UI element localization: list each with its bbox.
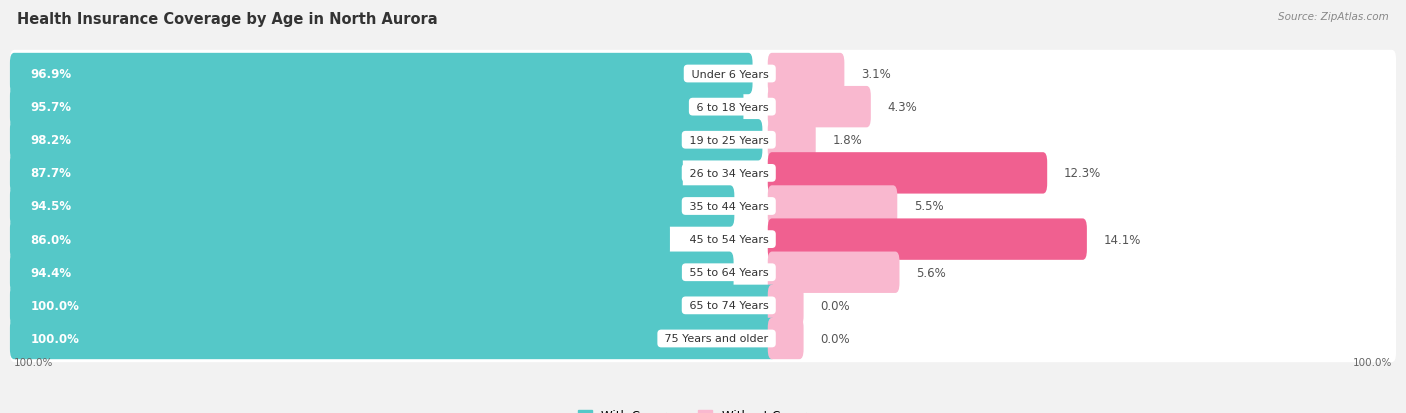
FancyBboxPatch shape xyxy=(768,120,815,161)
FancyBboxPatch shape xyxy=(10,216,1396,263)
FancyBboxPatch shape xyxy=(10,153,683,194)
FancyBboxPatch shape xyxy=(768,54,845,95)
Text: 96.9%: 96.9% xyxy=(31,68,72,81)
Text: 86.0%: 86.0% xyxy=(31,233,72,246)
Text: 5.6%: 5.6% xyxy=(917,266,946,279)
Text: 87.7%: 87.7% xyxy=(31,167,72,180)
FancyBboxPatch shape xyxy=(10,318,776,359)
Text: 26 to 34 Years: 26 to 34 Years xyxy=(686,169,772,178)
Text: Source: ZipAtlas.com: Source: ZipAtlas.com xyxy=(1278,12,1389,22)
FancyBboxPatch shape xyxy=(768,285,804,326)
FancyBboxPatch shape xyxy=(10,285,776,326)
FancyBboxPatch shape xyxy=(768,318,804,359)
FancyBboxPatch shape xyxy=(10,249,1396,296)
FancyBboxPatch shape xyxy=(10,51,1396,98)
FancyBboxPatch shape xyxy=(10,282,1396,329)
Text: 0.0%: 0.0% xyxy=(820,299,849,312)
FancyBboxPatch shape xyxy=(768,219,1087,260)
FancyBboxPatch shape xyxy=(10,186,734,227)
Text: 19 to 25 Years: 19 to 25 Years xyxy=(686,135,772,145)
Text: 100.0%: 100.0% xyxy=(14,357,53,367)
FancyBboxPatch shape xyxy=(10,183,1396,230)
Text: 4.3%: 4.3% xyxy=(887,101,917,114)
FancyBboxPatch shape xyxy=(768,87,870,128)
Text: 3.1%: 3.1% xyxy=(860,68,890,81)
Text: 6 to 18 Years: 6 to 18 Years xyxy=(693,102,772,112)
Text: Health Insurance Coverage by Age in North Aurora: Health Insurance Coverage by Age in Nort… xyxy=(17,12,437,27)
FancyBboxPatch shape xyxy=(10,252,734,293)
FancyBboxPatch shape xyxy=(10,87,744,128)
FancyBboxPatch shape xyxy=(10,84,1396,131)
Text: 100.0%: 100.0% xyxy=(1353,357,1392,367)
Text: 12.3%: 12.3% xyxy=(1064,167,1101,180)
Text: 98.2%: 98.2% xyxy=(31,134,72,147)
Text: 65 to 74 Years: 65 to 74 Years xyxy=(686,301,772,311)
FancyBboxPatch shape xyxy=(10,120,762,161)
Text: 35 to 44 Years: 35 to 44 Years xyxy=(686,202,772,211)
Text: 55 to 64 Years: 55 to 64 Years xyxy=(686,268,772,278)
FancyBboxPatch shape xyxy=(10,150,1396,197)
Text: Under 6 Years: Under 6 Years xyxy=(688,69,772,79)
Text: 95.7%: 95.7% xyxy=(31,101,72,114)
FancyBboxPatch shape xyxy=(10,117,1396,164)
Text: 100.0%: 100.0% xyxy=(31,299,80,312)
Text: 1.8%: 1.8% xyxy=(832,134,862,147)
FancyBboxPatch shape xyxy=(768,153,1047,194)
FancyBboxPatch shape xyxy=(768,252,900,293)
Text: 5.5%: 5.5% xyxy=(914,200,943,213)
Text: 0.0%: 0.0% xyxy=(820,332,849,345)
Text: 45 to 54 Years: 45 to 54 Years xyxy=(686,235,772,244)
FancyBboxPatch shape xyxy=(10,219,669,260)
Legend: With Coverage, Without Coverage: With Coverage, Without Coverage xyxy=(572,404,834,413)
FancyBboxPatch shape xyxy=(10,54,752,95)
FancyBboxPatch shape xyxy=(10,315,1396,362)
FancyBboxPatch shape xyxy=(768,186,897,227)
Text: 94.4%: 94.4% xyxy=(31,266,72,279)
Text: 14.1%: 14.1% xyxy=(1104,233,1140,246)
Text: 94.5%: 94.5% xyxy=(31,200,72,213)
Text: 75 Years and older: 75 Years and older xyxy=(661,334,772,344)
Text: 100.0%: 100.0% xyxy=(31,332,80,345)
